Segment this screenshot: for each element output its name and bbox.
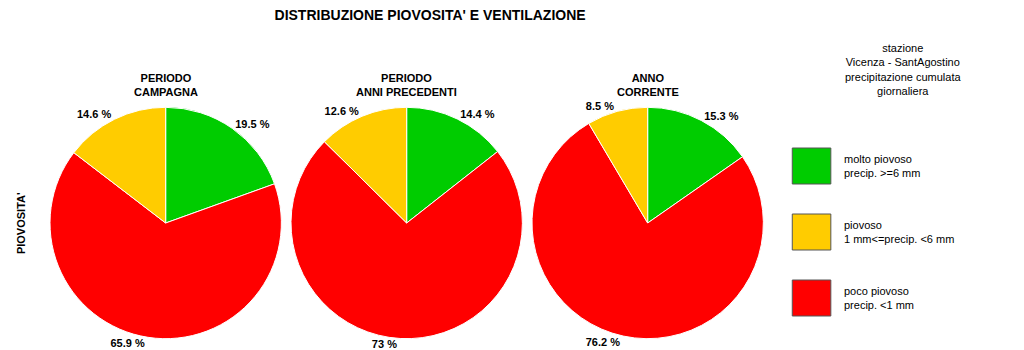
svg-text:8.5 %: 8.5 % (586, 100, 614, 112)
svg-text:19.5 %: 19.5 % (235, 118, 269, 130)
svg-text:12.6 %: 12.6 % (325, 105, 359, 117)
svg-text:14.4 %: 14.4 % (460, 108, 494, 120)
svg-text:ANNOCORRENTE: ANNOCORRENTE (617, 72, 679, 98)
svg-text:PIOVOSITA': PIOVOSITA' (15, 192, 27, 254)
svg-text:14.6 %: 14.6 % (77, 108, 111, 120)
svg-text:PERIODOANNI PRECEDENTI: PERIODOANNI PRECEDENTI (356, 72, 457, 98)
svg-text:poco piovosoprecip. <1 mm: poco piovosoprecip. <1 mm (844, 285, 914, 311)
svg-text:molto piovosoprecip. >=6 mm: molto piovosoprecip. >=6 mm (844, 153, 920, 179)
svg-text:stazioneVicenza - SantAgostino: stazioneVicenza - SantAgostinoprecipitaz… (845, 42, 961, 97)
svg-text:73 %: 73 % (372, 338, 397, 350)
svg-text:76.2 %: 76.2 % (586, 336, 620, 348)
svg-text:piovoso1 mm<=precip. <6 mm: piovoso1 mm<=precip. <6 mm (844, 219, 954, 245)
svg-text:DISTRIBUZIONE PIOVOSITA' E VEN: DISTRIBUZIONE PIOVOSITA' E VENTILAZIONE (275, 7, 586, 23)
svg-text:15.3 %: 15.3 % (704, 110, 738, 122)
svg-text:PERIODOCAMPAGNA: PERIODOCAMPAGNA (134, 72, 198, 98)
svg-text:65.9 %: 65.9 % (110, 337, 144, 349)
